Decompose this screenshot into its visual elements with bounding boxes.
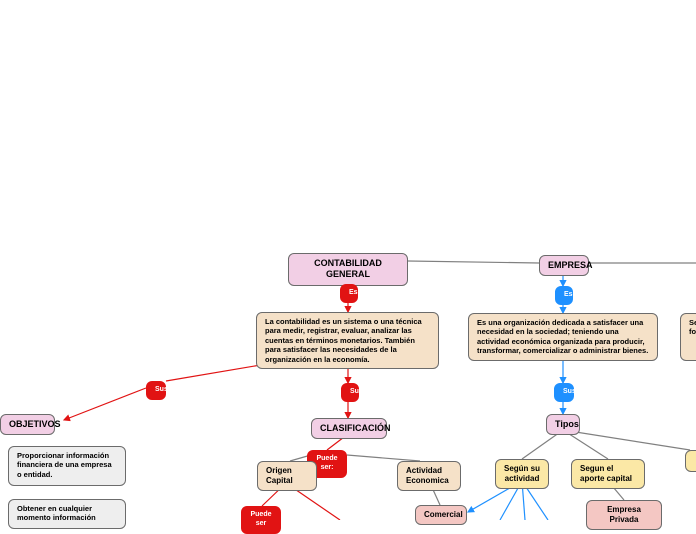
node-contabilidad: CONTABILIDAD GENERAL [288, 253, 408, 286]
node-def_empresa: Es una organización dedicada a satisface… [468, 313, 658, 361]
node-frag_right [685, 450, 696, 472]
node-es2: Es [555, 286, 573, 305]
node-origen_capital: Origen Capital [257, 461, 317, 491]
node-obj_detail2: Obtener en cualquier momento información [8, 499, 126, 529]
node-empresa_privada: Empresa Privada [586, 500, 662, 530]
node-sus1: Sus [146, 381, 166, 400]
node-empresa: EMPRESA [539, 255, 589, 276]
node-segun_actividad: Según su actividad [495, 459, 549, 489]
node-es1: Es [340, 284, 358, 303]
node-se_frag: Se cuyo cu for de [680, 313, 696, 361]
node-obj_detail1: Proporcionar información financiera de u… [8, 446, 126, 486]
node-clasificacion: CLASIFICACIÓN [311, 418, 387, 439]
node-su: Su [341, 383, 359, 402]
node-segun_aporte: Segun el aporte capital [571, 459, 645, 489]
node-sus2: Sus [554, 383, 574, 402]
node-comercial: Comercial [415, 505, 467, 525]
node-actividad_econ: Actividad Economica [397, 461, 461, 491]
node-tipos: Tipos [546, 414, 580, 435]
node-def_contab: La contabilidad es un sistema o una técn… [256, 312, 439, 369]
node-objetivos: OBJETIVOS [0, 414, 55, 435]
